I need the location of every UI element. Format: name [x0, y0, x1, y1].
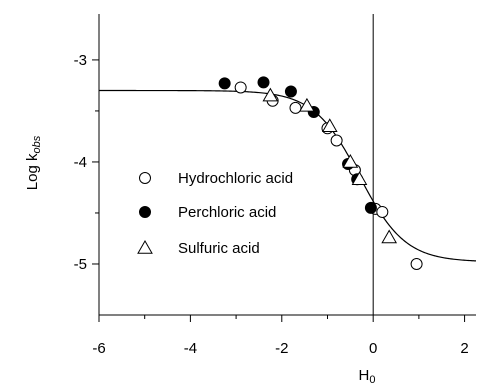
x-axis: -6 -4 -2 0 2 [92, 315, 469, 357]
legend: Hydrochloric acid Perchloric acid Sulfuric… [137, 170, 293, 257]
x-tick-label: -4 [184, 340, 197, 357]
y-tick-label: -4 [74, 154, 87, 171]
plot-frame [98, 14, 476, 316]
legend-item: Perchloric acid [139, 204, 276, 221]
legend-item: Hydrochloric acid [139, 170, 293, 187]
data-point [321, 118, 338, 132]
data-point [410, 257, 423, 270]
x-tick-label: 0 [369, 340, 377, 357]
data-points [218, 76, 423, 270]
data-point [234, 81, 247, 94]
data-point [284, 85, 297, 98]
legend-marker [139, 206, 151, 218]
series-sulfuric-acid [262, 87, 398, 244]
data-point [299, 97, 315, 112]
data-point [351, 171, 368, 186]
data-point [364, 201, 377, 214]
data-point [342, 153, 359, 168]
data-point [262, 87, 279, 102]
data-point [381, 229, 398, 244]
legend-item: Sulfuric acid [137, 239, 260, 257]
x-tick-label: -2 [275, 340, 288, 357]
data-point [257, 76, 270, 89]
y-tick-label: -3 [74, 52, 87, 69]
legend-label: Perchloric acid [178, 204, 276, 221]
y-axis-title: Log kobs [24, 135, 43, 190]
legend-label: Hydrochloric acid [178, 170, 293, 187]
x-tick-label: 2 [460, 340, 468, 357]
x-axis-title-sub: 0 [369, 374, 375, 385]
fit-curve [99, 89, 477, 262]
data-point [218, 77, 231, 90]
y-axis-title-main: Log k [24, 153, 41, 190]
data-point [330, 134, 343, 147]
series-perchloric-acid [218, 76, 377, 214]
data-point [376, 205, 389, 218]
legend-marker [137, 239, 153, 254]
y-tick-label: -5 [74, 256, 87, 273]
x-axis-title-main: H [359, 367, 370, 384]
legend-marker [139, 172, 151, 184]
y-axis-title-sub: obs [31, 135, 43, 153]
x-axis-title: H0 [359, 367, 376, 385]
legend-label: Sulfuric acid [178, 240, 260, 257]
x-tick-label: -6 [92, 340, 105, 357]
data-point [289, 101, 302, 114]
y-axis: -3 -4 -5 [74, 52, 99, 273]
fit-curve-group [99, 89, 477, 262]
